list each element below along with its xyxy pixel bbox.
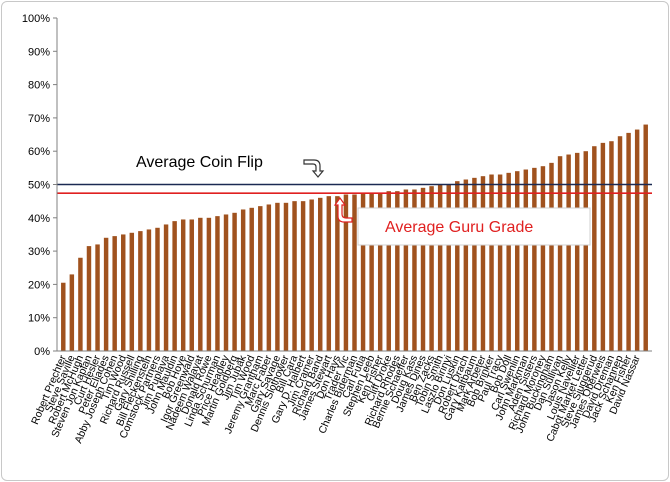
bar: [249, 207, 254, 351]
bar: [266, 204, 272, 351]
bar: [489, 174, 494, 351]
bar: [446, 184, 451, 351]
bar: [292, 201, 297, 351]
bar: [138, 231, 143, 351]
y-tick-label: 30%: [28, 246, 50, 258]
guru-grade-arrow-icon: [333, 196, 353, 223]
bar: [61, 282, 66, 351]
bar: [283, 202, 289, 351]
bar: [215, 216, 220, 351]
bar: [437, 184, 443, 351]
bar: [155, 227, 160, 351]
bar: [121, 234, 126, 351]
bar: [103, 237, 109, 351]
bar: [198, 217, 203, 351]
bar: [86, 246, 92, 351]
y-tick-label: 10%: [28, 313, 50, 325]
bar: [352, 194, 357, 351]
bar: [455, 181, 460, 351]
bar: [574, 152, 580, 351]
bar: [309, 199, 314, 351]
y-tick-label: 90%: [28, 46, 50, 58]
y-axis-grid: 0% 10% 20% 30% 40% 50% 60% 70% 80% 90% 100%: [22, 13, 57, 358]
bar: [232, 212, 237, 351]
bar: [472, 177, 477, 351]
bar: [523, 169, 529, 351]
bar: [515, 171, 520, 351]
bar: [386, 191, 391, 351]
bar: [206, 217, 212, 351]
guru-grade-label: Average Guru Grade: [385, 219, 533, 236]
guru-grade-box: [357, 207, 591, 246]
bar: [480, 176, 486, 351]
bar: [189, 219, 194, 351]
bar: [583, 151, 588, 351]
bar: [532, 167, 537, 351]
bar: [549, 162, 554, 351]
y-tick-label: 0%: [34, 346, 50, 358]
bar: [626, 132, 631, 351]
y-tick-label: 60%: [28, 146, 50, 158]
bar: [412, 189, 417, 351]
bar: [369, 192, 374, 351]
bar: [592, 146, 597, 351]
bar: [258, 206, 263, 351]
y-tick-label: 40%: [28, 213, 50, 225]
coin-flip-arrow-icon: [303, 159, 325, 178]
bar: [609, 141, 614, 351]
bar: [497, 174, 503, 351]
bar: [617, 136, 623, 351]
bar: [335, 196, 340, 351]
bar: [360, 192, 366, 351]
bar: [95, 244, 100, 351]
bar: [223, 214, 229, 351]
bar: [129, 232, 135, 351]
y-tick-label: 70%: [28, 113, 50, 125]
bar: [643, 124, 648, 351]
bar: [420, 187, 426, 351]
coin-flip-label: Average Coin Flip: [136, 154, 263, 171]
bar: [463, 179, 469, 351]
y-tick-label: 20%: [28, 279, 50, 291]
y-tick-label: 100%: [22, 13, 50, 25]
bar: [146, 229, 152, 351]
bar: [557, 156, 563, 351]
bar: [78, 257, 83, 351]
bar: [506, 172, 511, 351]
y-tick-label: 80%: [28, 80, 50, 92]
bar: [172, 221, 177, 351]
bar-series: [61, 124, 648, 351]
bar: [163, 224, 169, 351]
bar: [69, 274, 75, 351]
bar: [566, 154, 571, 351]
bar: [326, 196, 332, 351]
bar: [377, 192, 383, 351]
bar: [318, 197, 323, 351]
bar: [600, 142, 606, 351]
bar: [540, 166, 546, 351]
bar: [240, 209, 246, 351]
bar: [429, 186, 434, 351]
bar: [634, 129, 640, 351]
reference-lines: [57, 183, 652, 194]
bar: [112, 236, 117, 351]
bar: [275, 202, 280, 351]
bar: [395, 191, 400, 351]
bar: [343, 194, 349, 351]
bar: [180, 219, 186, 351]
bar: [403, 189, 409, 351]
y-tick-label: 50%: [28, 180, 50, 192]
bar: [300, 201, 306, 351]
